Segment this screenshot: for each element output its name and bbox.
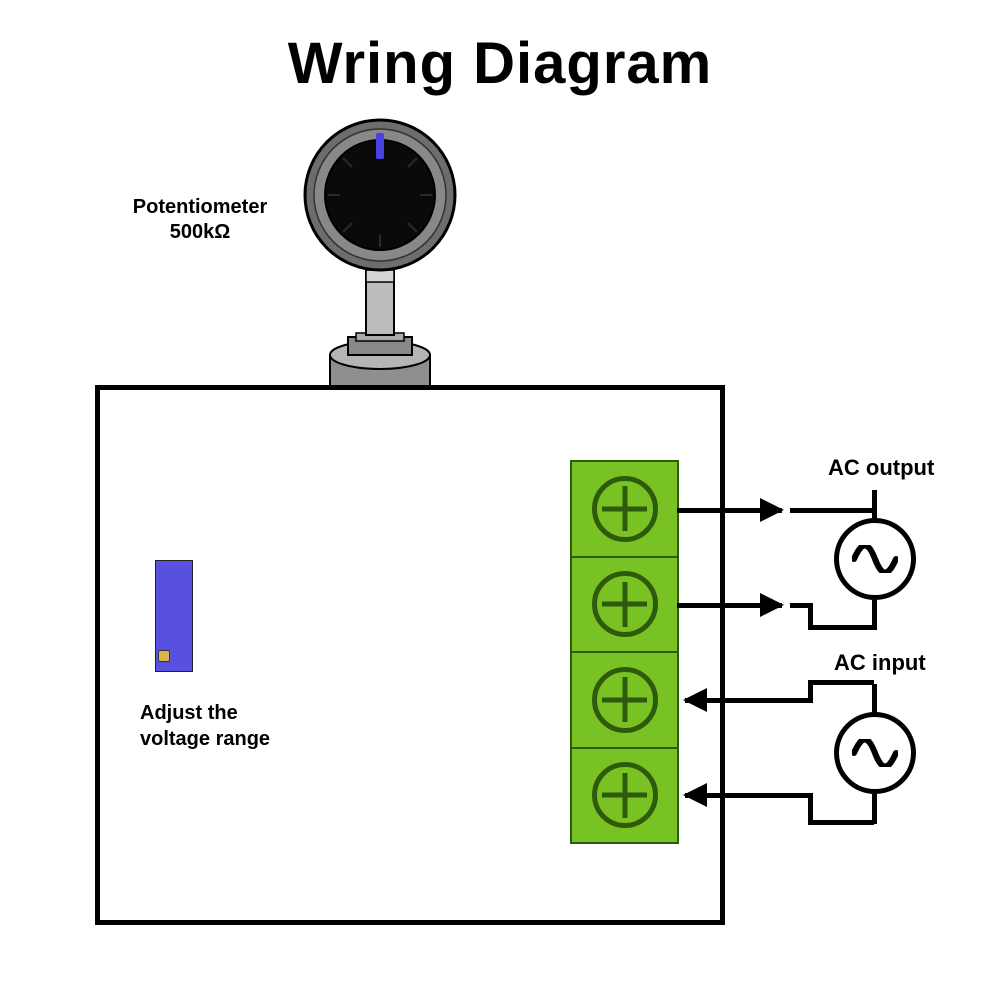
ac-output-hwire-bottom-b xyxy=(808,625,874,630)
ac-input-hwire-bottom-a xyxy=(790,793,808,798)
screw-icon xyxy=(592,476,658,542)
terminal-1 xyxy=(572,462,677,556)
voltage-trimmer-label: Adjust the voltage range xyxy=(140,700,270,752)
voltage-trimmer-screw-icon xyxy=(158,650,170,662)
terminal-4 xyxy=(572,747,677,843)
ac-input-vwire-bottom xyxy=(808,793,813,820)
diagram-title: Wring Diagram xyxy=(0,30,1000,97)
sine-icon xyxy=(852,739,898,767)
screw-icon xyxy=(592,762,658,828)
terminal-block xyxy=(570,460,679,844)
screw-icon xyxy=(592,667,658,733)
ac-input-symbol-icon xyxy=(834,712,916,794)
ac-output-hwire-bottom-a xyxy=(790,603,808,608)
ac-input-hwire-top-b xyxy=(808,680,874,685)
ac-input-lead-top xyxy=(872,684,877,714)
terminal-3 xyxy=(572,651,677,747)
wire-output-top xyxy=(677,508,782,513)
wire-input-bottom xyxy=(685,793,790,798)
screw-icon xyxy=(592,571,658,637)
ac-input-hwire-top-a xyxy=(790,698,808,703)
sine-icon xyxy=(852,545,898,573)
trimmer-label-line1: Adjust the xyxy=(140,702,238,724)
ac-output-label: AC output xyxy=(828,455,934,481)
wire-input-top xyxy=(685,698,790,703)
ac-input-hwire-bottom-b xyxy=(808,820,874,825)
potentiometer-label-line2: 500kΩ xyxy=(170,221,231,243)
potentiometer-icon xyxy=(290,115,470,405)
ac-input-label: AC input xyxy=(834,650,926,676)
ac-output-symbol-icon xyxy=(834,518,916,600)
ac-output-lead-top xyxy=(872,490,877,520)
wire-output-bottom xyxy=(677,603,782,608)
potentiometer-label-line1: Potentiometer xyxy=(133,196,267,218)
terminal-2 xyxy=(572,556,677,652)
potentiometer-label: Potentiometer 500kΩ xyxy=(120,195,280,245)
ac-output-hwire-top xyxy=(790,508,874,513)
trimmer-label-line2: voltage range xyxy=(140,728,270,750)
